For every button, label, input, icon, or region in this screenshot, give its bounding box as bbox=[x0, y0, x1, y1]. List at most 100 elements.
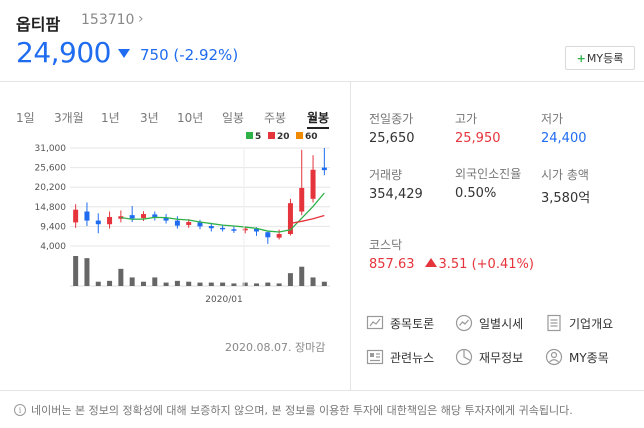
add-my-stock-button[interactable]: + MY등록 bbox=[565, 46, 635, 70]
down-triangle-icon bbox=[118, 49, 130, 58]
volume-bar bbox=[197, 282, 203, 286]
candle-body bbox=[95, 220, 101, 225]
legend-label: 60 bbox=[305, 132, 318, 142]
tab-3month[interactable]: 3개월 bbox=[54, 111, 84, 125]
x-tick-label: 2020/01 bbox=[205, 295, 242, 305]
company-link[interactable]: 기업개요 bbox=[545, 312, 613, 334]
legend-swatch bbox=[268, 132, 275, 139]
user-icon bbox=[545, 348, 563, 366]
candle-body bbox=[186, 222, 192, 225]
volume-bar bbox=[276, 283, 282, 286]
market-close-stamp: 2020.08.07. 장마감 bbox=[225, 341, 326, 354]
stock-name[interactable]: 옵티팜 bbox=[16, 15, 61, 34]
volume-bar bbox=[140, 281, 146, 286]
tab-daily[interactable]: 일봉 bbox=[222, 111, 245, 125]
volume-bar bbox=[186, 281, 192, 286]
candle-body bbox=[299, 187, 305, 212]
volume-bar bbox=[107, 280, 113, 286]
candle-body bbox=[163, 217, 169, 221]
current-price: 24,900 bbox=[16, 36, 111, 69]
candle-body bbox=[140, 214, 146, 219]
tab-1day[interactable]: 1일 bbox=[16, 111, 35, 125]
volume-bar bbox=[242, 282, 248, 286]
volume-bar bbox=[254, 283, 260, 286]
kosdaq-label[interactable]: 코스닥 bbox=[369, 238, 403, 252]
tab-1year[interactable]: 1년 bbox=[101, 111, 120, 125]
legend-label: 20 bbox=[277, 132, 290, 142]
candle-body bbox=[242, 228, 248, 231]
kosdaq-value: 857.63 bbox=[369, 257, 415, 272]
up-triangle-icon bbox=[424, 258, 437, 267]
financial-link[interactable]: 재무정보 bbox=[455, 346, 523, 368]
y-tick-label: 4,000 bbox=[40, 242, 66, 252]
price-chart[interactable]: 5 20 60 31,000 25,600 20,200 14,800 9,400 4,000 2… bbox=[14, 130, 334, 310]
ma5-line bbox=[120, 192, 325, 233]
mcap-label: 시가 총액 bbox=[541, 168, 589, 182]
candle-body bbox=[287, 203, 293, 235]
candle-body bbox=[208, 226, 214, 229]
my-stock-link[interactable]: MY종목 bbox=[545, 346, 609, 368]
tab-weekly[interactable]: 주봉 bbox=[264, 111, 287, 125]
pie-chart-icon bbox=[455, 348, 473, 366]
candle-body bbox=[276, 234, 282, 238]
daily-price-label: 일별시세 bbox=[479, 316, 524, 331]
volume-bar bbox=[129, 277, 135, 286]
discussion-link[interactable]: 종목토론 bbox=[366, 312, 434, 334]
volume-bar bbox=[231, 283, 237, 286]
candle-body bbox=[321, 167, 327, 171]
candle-body bbox=[265, 232, 271, 238]
tab-10year[interactable]: 10년 bbox=[177, 111, 204, 125]
volume-block: 거래량 354,429 bbox=[369, 166, 423, 202]
low-block: 저가 24,400 bbox=[541, 110, 587, 146]
high-label: 고가 bbox=[455, 112, 478, 126]
chevron-right-icon[interactable]: › bbox=[138, 11, 144, 27]
volume-bar bbox=[174, 280, 180, 286]
y-tick-label: 9,400 bbox=[40, 222, 66, 232]
foreign-block: 외국인소진율 0.50% bbox=[455, 166, 527, 201]
volume-value: 354,429 bbox=[369, 187, 423, 202]
disclaimer: i 네이버는 본 정보의 정확성에 대해 보증하지 않으며, 본 정보를 이용한… bbox=[14, 402, 573, 418]
ma20-line bbox=[290, 214, 325, 224]
volume-bar bbox=[299, 266, 305, 286]
tab-3year[interactable]: 3년 bbox=[140, 111, 159, 125]
high-value: 25,950 bbox=[455, 131, 501, 146]
candle-body bbox=[107, 216, 113, 225]
volume-bar bbox=[95, 281, 101, 286]
price-change: 750 (-2.92%) bbox=[140, 46, 239, 64]
news-link[interactable]: 관련뉴스 bbox=[366, 346, 434, 368]
candle-body bbox=[254, 228, 260, 232]
volume-bar bbox=[220, 282, 226, 286]
low-value: 24,400 bbox=[541, 131, 587, 146]
kosdaq-index: 857.63 3.51 (+0.41%) bbox=[369, 257, 534, 272]
prev-close-block: 전일종가 25,650 bbox=[369, 110, 415, 146]
candle-body bbox=[310, 169, 316, 199]
volume-bar bbox=[321, 281, 327, 286]
prev-close-label: 전일종가 bbox=[369, 112, 414, 126]
news-label: 관련뉴스 bbox=[390, 350, 435, 365]
candle-body bbox=[197, 222, 203, 227]
foreign-value: 0.50% bbox=[455, 186, 497, 201]
financial-label: 재무정보 bbox=[479, 350, 524, 365]
legend-swatch bbox=[296, 132, 303, 139]
disclaimer-text: 네이버는 본 정보의 정확성에 대해 보증하지 않으며, 본 정보를 이용한 투… bbox=[31, 404, 573, 417]
add-my-stock-label: MY등록 bbox=[586, 52, 624, 65]
low-label: 저가 bbox=[541, 112, 564, 126]
tab-monthly[interactable]: 월봉 bbox=[307, 109, 330, 129]
discussion-label: 종목토론 bbox=[390, 316, 435, 331]
y-tick-label: 14,800 bbox=[35, 203, 67, 213]
candle-body bbox=[84, 211, 90, 221]
daily-price-link[interactable]: 일별시세 bbox=[455, 312, 523, 334]
footer-divider bbox=[0, 390, 644, 391]
volume-bar bbox=[152, 277, 158, 286]
price-chart-svg: 5 20 60 31,000 25,600 20,200 14,800 9,400 4,000 2… bbox=[35, 132, 330, 305]
document-icon bbox=[547, 314, 561, 332]
legend-swatch bbox=[246, 132, 253, 139]
volume-bar bbox=[163, 282, 169, 286]
volume-bar bbox=[118, 268, 124, 286]
vertical-divider bbox=[350, 82, 351, 390]
stock-header: 옵티팜 153710 › 24,900 750 (-2.92%) + MY등록 bbox=[0, 0, 644, 82]
volume-bar bbox=[208, 282, 214, 286]
stock-code[interactable]: 153710 bbox=[81, 12, 135, 28]
candle-body bbox=[231, 229, 237, 231]
candle-body bbox=[174, 220, 180, 226]
